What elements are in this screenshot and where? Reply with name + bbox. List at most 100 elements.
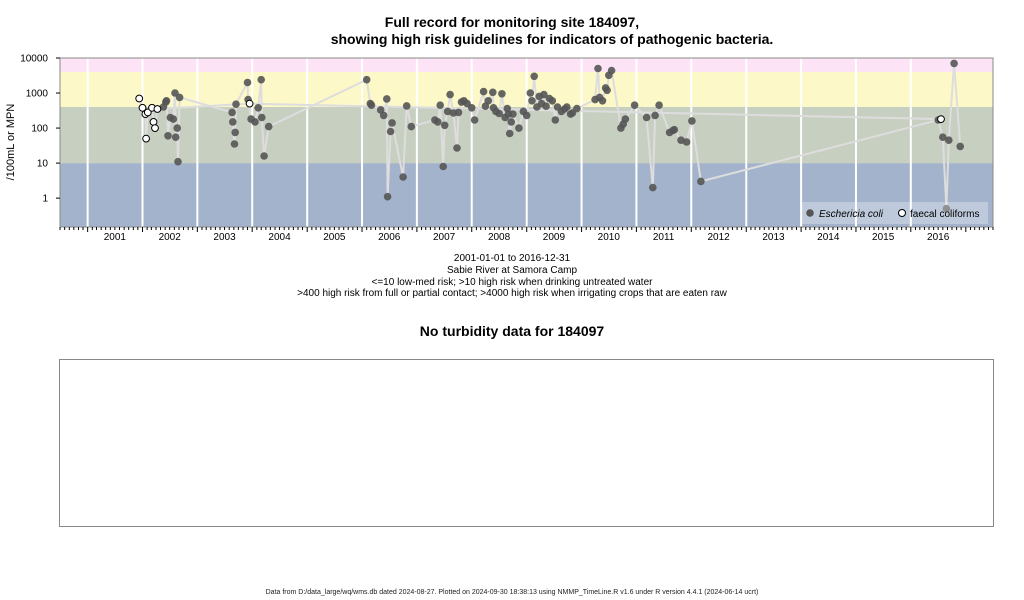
point-s1-3 — [142, 134, 151, 143]
x-tick-label-2013: 2013 — [762, 232, 785, 243]
legend-faecal-marker — [898, 209, 906, 217]
point-s0-46 — [454, 108, 463, 117]
point-s0-3 — [164, 132, 172, 140]
point-s0-19 — [251, 118, 259, 126]
x-tick-label-2007: 2007 — [433, 232, 456, 243]
point-s0-11 — [228, 108, 236, 117]
point-s0-27 — [367, 101, 376, 109]
point-s0-35 — [402, 102, 411, 110]
chart-title-line2: showing high risk guidelines for indicat… — [330, 31, 774, 47]
x-tick-label-2010: 2010 — [598, 232, 621, 243]
point-s0-29 — [379, 111, 388, 120]
turbidity-plot-frame — [59, 359, 994, 527]
point-s0-111 — [939, 133, 947, 141]
point-s0-105 — [670, 125, 679, 134]
point-s0-90 — [598, 97, 607, 105]
point-s0-79 — [551, 116, 560, 124]
point-s0-33 — [388, 119, 396, 127]
legend-ecoli-label: Eschericia coli — [819, 209, 884, 220]
point-s0-101 — [651, 111, 659, 120]
point-s0-75 — [540, 90, 548, 99]
point-s0-30 — [383, 95, 391, 103]
y-tick-label-4: 10000 — [20, 54, 48, 65]
x-tick-label-2012: 2012 — [707, 232, 730, 243]
point-s0-51 — [470, 116, 479, 124]
point-s0-114 — [950, 59, 958, 68]
point-s0-31 — [383, 192, 392, 201]
grid-lines — [86, 58, 912, 227]
point-s0-13 — [230, 140, 239, 148]
point-s0-78 — [548, 97, 557, 105]
point-s0-8 — [173, 124, 181, 132]
point-s0-97 — [621, 115, 630, 123]
data-points — [135, 59, 964, 213]
caption-date-range: 2001-01-01 to 2016-12-31 — [453, 253, 571, 264]
point-s0-7 — [171, 133, 180, 141]
point-s0-63 — [505, 129, 514, 138]
x-tick-label-2005: 2005 — [323, 232, 346, 243]
caption-site-name: Sabie River at Samora Camp — [446, 265, 578, 276]
y-tick-label-2: 100 — [31, 124, 48, 135]
x-tick-label-2001: 2001 — [104, 232, 127, 243]
x-tick-label-2004: 2004 — [268, 232, 291, 243]
point-s0-92 — [603, 86, 611, 95]
point-s0-52 — [479, 87, 488, 96]
point-s0-2 — [162, 97, 171, 105]
x-tick-label-2008: 2008 — [488, 232, 511, 243]
point-s0-50 — [467, 104, 476, 112]
legend-ecoli-marker — [806, 209, 814, 217]
x-tick-label-2003: 2003 — [213, 232, 236, 243]
point-s1-8 — [153, 105, 162, 113]
point-s0-16 — [243, 78, 252, 87]
point-s0-24 — [264, 122, 273, 131]
point-s1-9 — [245, 99, 254, 108]
point-s0-99 — [642, 113, 651, 122]
point-s0-102 — [655, 101, 663, 109]
data-source-footer: Data from D:/data_large/wq/wms.db dated … — [265, 589, 759, 596]
point-s1-10 — [937, 115, 945, 123]
point-s0-98 — [630, 101, 639, 109]
x-tick-label-2002: 2002 — [159, 232, 182, 243]
point-s0-20 — [254, 104, 262, 112]
point-s0-64 — [507, 118, 515, 126]
point-s0-41 — [440, 121, 449, 130]
x-tick-label-2009: 2009 — [543, 232, 566, 243]
point-s0-45 — [453, 144, 461, 152]
point-s0-66 — [515, 124, 523, 132]
point-s0-86 — [573, 104, 581, 113]
point-s0-71 — [530, 72, 538, 81]
point-s0-55 — [489, 88, 497, 97]
point-s0-15 — [232, 100, 240, 108]
y-tick-label-1: 10 — [37, 159, 49, 170]
point-s0-108 — [688, 117, 696, 125]
x-tick-label-2006: 2006 — [378, 232, 401, 243]
point-s0-115 — [956, 142, 964, 151]
point-s0-42 — [443, 107, 452, 116]
y-tick-label-3: 1000 — [26, 89, 49, 100]
point-s0-36 — [407, 122, 416, 131]
point-s0-12 — [229, 118, 237, 126]
point-s0-5 — [169, 115, 178, 123]
point-s0-38 — [434, 118, 442, 126]
point-s0-76 — [542, 102, 550, 110]
legend: Eschericia coli faecal coliforms — [801, 202, 988, 224]
point-s0-39 — [436, 101, 445, 109]
x-tick-label-2014: 2014 — [817, 232, 840, 243]
point-s0-40 — [439, 162, 448, 171]
point-s0-65 — [509, 110, 517, 118]
point-s0-107 — [682, 138, 691, 146]
caption-risk-high: >400 high risk from full or partial cont… — [297, 288, 727, 299]
point-s0-100 — [649, 183, 657, 192]
point-s0-21 — [257, 75, 266, 84]
point-s0-68 — [522, 111, 531, 120]
x-axis: 2001 2002 2003 2004 2005 2006 2007 2008 2009 2010… — [59, 227, 994, 243]
point-s0-59 — [498, 90, 506, 98]
point-s1-6 — [149, 118, 158, 126]
point-s0-10 — [175, 93, 184, 102]
x-tick-label-2015: 2015 — [872, 232, 895, 243]
point-s0-94 — [607, 66, 616, 75]
legend-faecal-label: faecal coliforms — [910, 209, 979, 220]
point-s0-83 — [563, 103, 571, 111]
point-s0-14 — [231, 128, 239, 137]
y-tick-label-0: 1 — [42, 194, 48, 205]
